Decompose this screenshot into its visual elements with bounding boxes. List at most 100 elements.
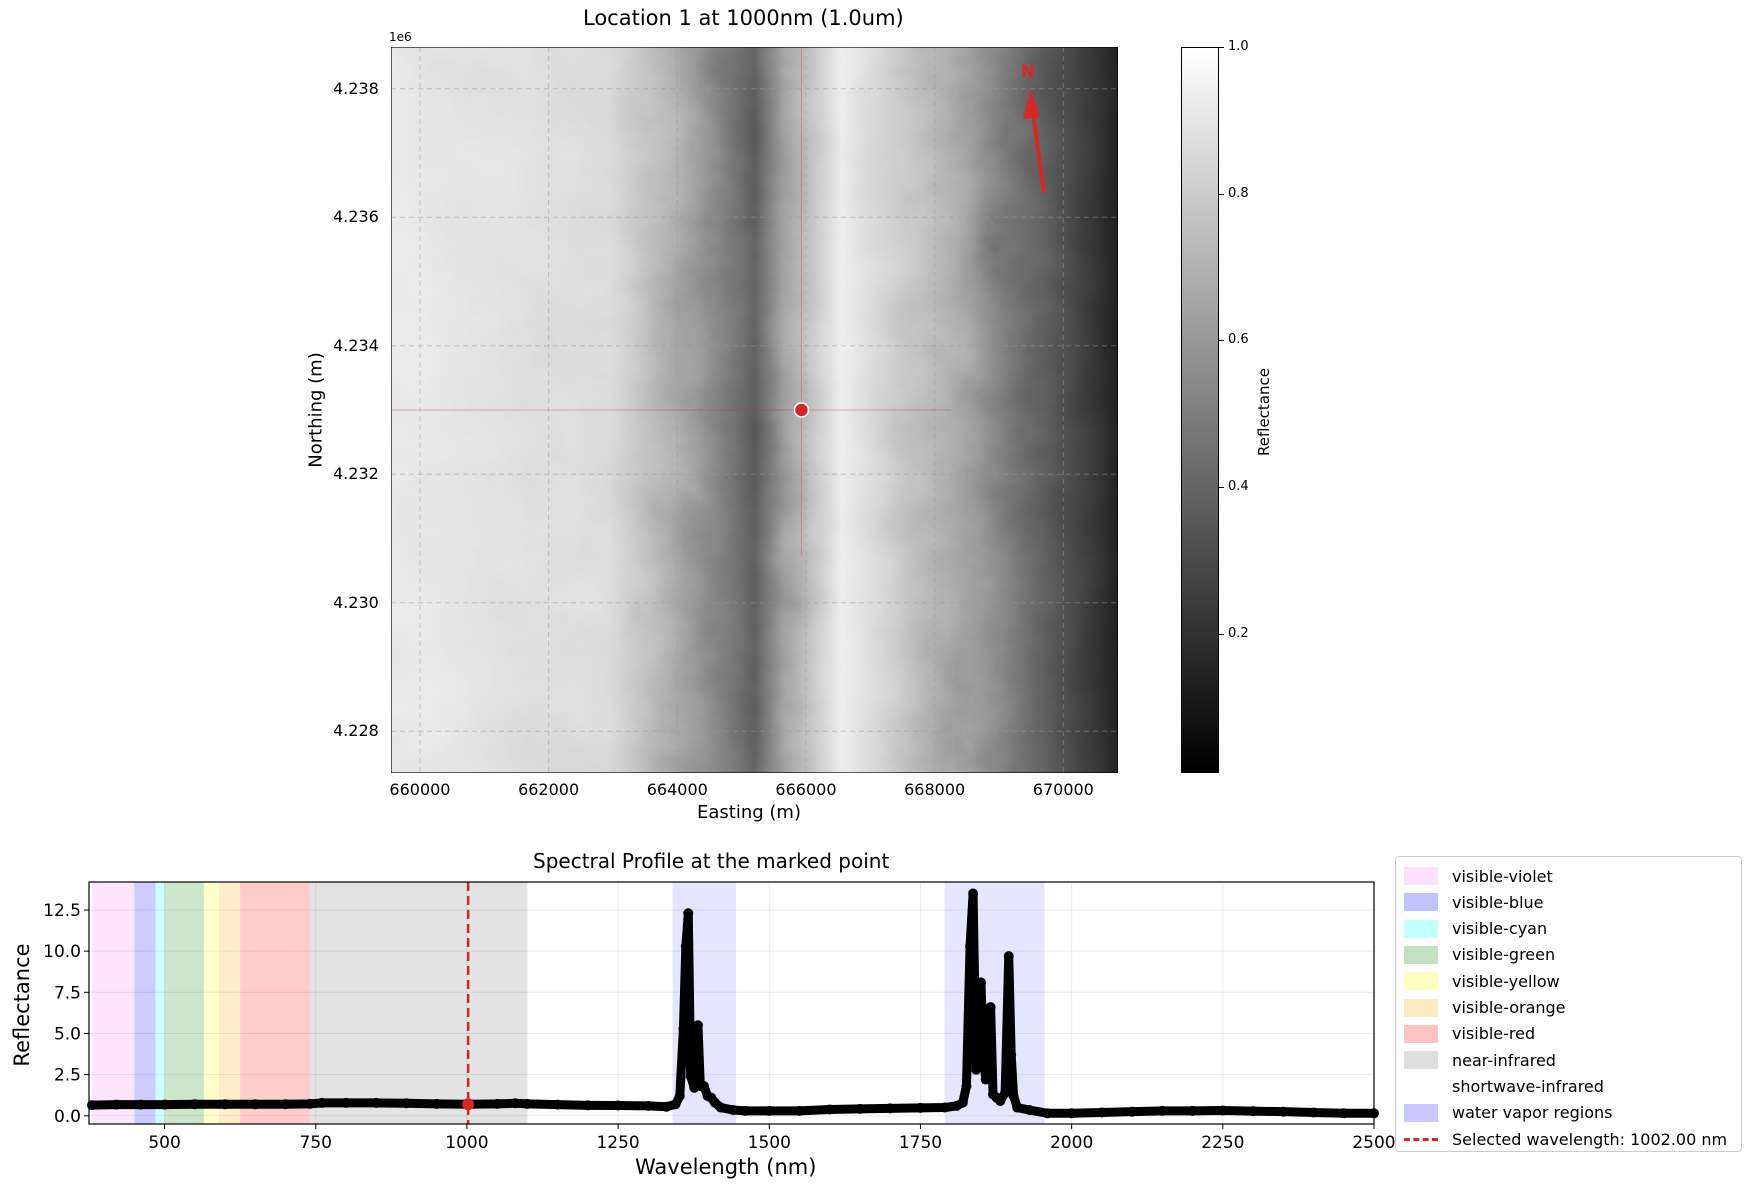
colorbar-tick	[1219, 340, 1224, 342]
spectrum-point	[1024, 1105, 1035, 1116]
plot-frame	[88, 881, 1375, 1125]
colorbar-label: Reflectance	[1255, 368, 1273, 456]
spectral-ylabel: Reflectance	[10, 943, 34, 1067]
spectrum-point	[980, 1074, 991, 1085]
colorbar-tick	[1219, 487, 1224, 488]
x-tick-label: 500	[148, 1133, 180, 1153]
spectrum-point	[1338, 1108, 1349, 1119]
band-region	[240, 882, 310, 1124]
legend-label: visible-green	[1452, 945, 1556, 965]
spectrum-point	[643, 1100, 654, 1111]
legend-label: shortwave-infrared	[1452, 1076, 1604, 1096]
band-region	[92, 882, 135, 1124]
spectral-plot[interactable]: 500 750 1000 1250 1500 1750 2000 2250 2500 0.0 2.5…	[43, 881, 1396, 1153]
spectrum-point	[1012, 1102, 1023, 1113]
spectrum-point	[715, 1102, 726, 1113]
spectrum-point	[973, 1033, 984, 1044]
spectrum-point	[1066, 1108, 1077, 1119]
legend-item: shortwave-infrared	[1404, 1075, 1604, 1097]
spectrum-point	[1187, 1105, 1198, 1116]
x-tick-label: 1250	[596, 1133, 639, 1153]
north-label: N	[1021, 62, 1035, 82]
y-tick-label: 7.5	[54, 983, 81, 1003]
map-xtick: 662000	[518, 780, 580, 799]
map-xtick: 666000	[775, 780, 837, 799]
spectrum-point	[740, 1105, 751, 1116]
legend: visible-violet visible-blue visible-cyan vi…	[1395, 856, 1742, 1152]
map-ytick: 4.230	[333, 592, 379, 612]
x-tick-label: 750	[300, 1133, 332, 1153]
spectrum-point	[1000, 1087, 1011, 1098]
location-marker[interactable]	[793, 402, 810, 418]
spectrum-point	[728, 1105, 739, 1116]
spectrum-point	[674, 1091, 685, 1102]
legend-swatch	[1404, 1024, 1438, 1043]
spectrum-point	[885, 1103, 896, 1114]
spectrum-point	[961, 1081, 972, 1092]
map-xtick: 664000	[646, 780, 708, 799]
y-offset-label: 1e6	[389, 30, 412, 44]
spectral-xlabel: Wavelength (nm)	[635, 1155, 817, 1179]
legend-item: near-infrared	[1404, 1049, 1556, 1071]
spectrum-point	[280, 1099, 291, 1110]
legend-item: visible-yellow	[1404, 970, 1560, 992]
spectrum-point	[492, 1098, 503, 1109]
spectrum-point	[582, 1100, 593, 1111]
colorbar-tick-label: 0.6	[1228, 332, 1249, 348]
map-xtick: 660000	[389, 780, 451, 799]
legend-swatch	[1404, 1137, 1438, 1141]
spectrum-point	[1127, 1106, 1138, 1117]
legend-item: visible-cyan	[1404, 918, 1547, 940]
spectrum-point	[341, 1097, 351, 1108]
spectral-title: Spectral Profile at the marked point	[533, 849, 890, 873]
spectrum-point	[975, 977, 986, 988]
spectrum-point	[159, 1099, 170, 1110]
legend-label: visible-blue	[1452, 892, 1544, 912]
spectrum-point	[220, 1099, 231, 1110]
spectrum-point	[1157, 1105, 1168, 1116]
y-tick-label: 10.0	[43, 942, 81, 962]
colorbar-tick-label: 0.4	[1228, 479, 1249, 494]
map-title: Location 1 at 1000nm (1.0um)	[583, 6, 904, 30]
spectrum-point	[855, 1103, 865, 1114]
legend-item: visible-violet	[1404, 865, 1553, 887]
spectrum-point	[1008, 1091, 1019, 1102]
spectrum-point	[316, 1097, 327, 1108]
selected-point	[462, 1098, 475, 1111]
reflectance-map[interactable]: N	[391, 47, 1118, 773]
spectrum-point	[111, 1099, 122, 1110]
spectrum-point	[1042, 1108, 1053, 1119]
x-tick-label: 1750	[899, 1133, 942, 1153]
colorbar-tick	[1219, 633, 1224, 635]
map-ytick: 4.232	[333, 464, 379, 484]
map-ylabel: Northing (m)	[305, 352, 327, 468]
spectrum-point	[1278, 1106, 1289, 1117]
spectrum-point	[692, 1020, 703, 1031]
legend-label: near-infrared	[1452, 1050, 1556, 1070]
legend-swatch	[1404, 1051, 1438, 1070]
colorbar	[1181, 47, 1219, 773]
band-region	[164, 882, 204, 1124]
legend-label: Selected wavelength: 1002.00 nm	[1452, 1129, 1728, 1149]
colorbar-tick	[1219, 193, 1224, 195]
spectrum-point	[764, 1105, 775, 1116]
spectrum-point	[794, 1105, 805, 1116]
colorbar-tick-label: 1.0	[1228, 39, 1249, 54]
legend-swatch	[1404, 998, 1438, 1017]
legend-item: Selected wavelength: 1002.00 nm	[1404, 1128, 1727, 1150]
spectrum-point	[971, 1064, 982, 1075]
band-region	[219, 882, 241, 1124]
legend-swatch	[1404, 972, 1438, 991]
colorbar-tick-label: 0.8	[1228, 185, 1249, 201]
x-tick-label: 2000	[1050, 1133, 1093, 1153]
spectrum-point	[939, 1102, 950, 1113]
spectrum-point	[1248, 1106, 1259, 1117]
spectrum-point	[401, 1098, 412, 1109]
spectrum-point	[1006, 1049, 1017, 1060]
spectrum-point	[968, 888, 979, 899]
spectrum-point	[304, 1098, 315, 1109]
spectrum-point	[371, 1097, 382, 1108]
legend-label: visible-cyan	[1452, 919, 1548, 939]
y-tick-label: 12.5	[43, 901, 81, 921]
spectrum-point	[510, 1098, 521, 1109]
